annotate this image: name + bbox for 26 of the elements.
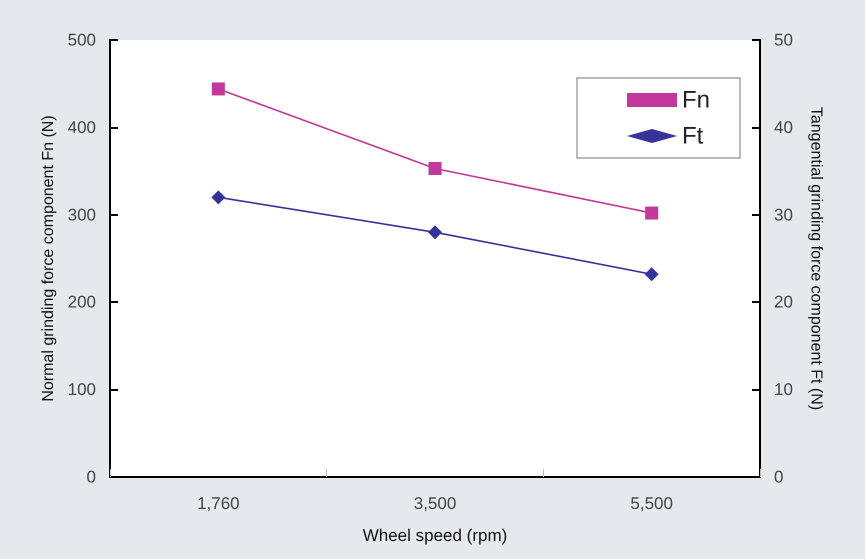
y-axis-title: Normal grinding force component Fn (N) xyxy=(40,115,58,402)
y-tick-label: 200 xyxy=(68,292,96,312)
x-tick-label: 3,500 xyxy=(414,494,456,513)
legend-label: Fn xyxy=(682,86,710,114)
x-tick-label: 5,500 xyxy=(630,494,673,513)
x-tick-label: 1,760 xyxy=(197,494,240,513)
y2-tick-label: 10 xyxy=(774,380,793,400)
point xyxy=(428,162,442,175)
y-tick-label: 0 xyxy=(86,468,96,486)
y-tick-label: 400 xyxy=(68,118,96,137)
y2-tick-label: 20 xyxy=(774,292,793,312)
y2-axis-title: Tangential grinding force component Ft (N) xyxy=(808,106,824,410)
point xyxy=(211,190,226,204)
y-tick-label: 300 xyxy=(68,205,96,224)
y-tick-label: 500 xyxy=(68,30,96,50)
y2-tick-label: 50 xyxy=(774,30,793,50)
y-tick-label: 100 xyxy=(68,380,96,400)
point xyxy=(645,206,658,220)
y2-tick-label: 0 xyxy=(774,468,784,486)
point xyxy=(644,267,659,282)
y2-tick-label: 30 xyxy=(774,205,793,224)
point xyxy=(428,225,442,240)
point xyxy=(212,82,225,96)
x-axis-title: Wheel speed (rpm) xyxy=(362,526,508,545)
legend-label: Ft xyxy=(682,122,704,150)
y2-tick-label: 40 xyxy=(774,118,793,137)
